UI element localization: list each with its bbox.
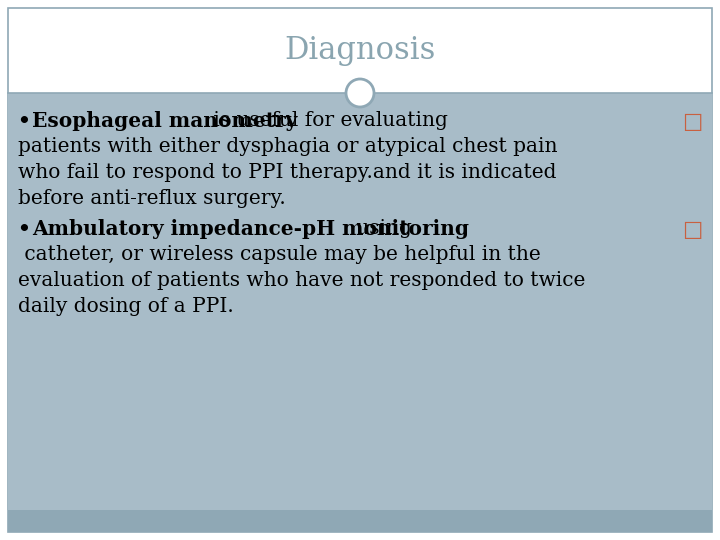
FancyBboxPatch shape [8, 510, 712, 532]
Text: •: • [18, 111, 38, 131]
Circle shape [346, 79, 374, 107]
Text: □: □ [682, 111, 703, 133]
Text: catheter, or wireless capsule may be helpful in the: catheter, or wireless capsule may be hel… [18, 245, 541, 264]
Text: patients with either dysphagia or atypical chest pain: patients with either dysphagia or atypic… [18, 137, 557, 156]
Text: daily dosing of a PPI.: daily dosing of a PPI. [18, 297, 234, 316]
Text: □: □ [682, 219, 703, 241]
FancyBboxPatch shape [8, 93, 712, 510]
Text: is useful for evaluating: is useful for evaluating [207, 111, 448, 130]
Text: before anti-reflux surgery.: before anti-reflux surgery. [18, 189, 286, 208]
Text: Ambulatory impedance-pH monitoring: Ambulatory impedance-pH monitoring [32, 219, 469, 239]
Text: who fail to respond to PPI therapy.and it is indicated: who fail to respond to PPI therapy.and i… [18, 163, 557, 182]
Text: evaluation of patients who have not responded to twice: evaluation of patients who have not resp… [18, 271, 585, 290]
Text: using: using [350, 219, 412, 238]
FancyBboxPatch shape [8, 8, 712, 532]
Text: Diagnosis: Diagnosis [284, 35, 436, 66]
Text: Esophageal manometry: Esophageal manometry [32, 111, 297, 131]
Text: •: • [18, 219, 38, 239]
